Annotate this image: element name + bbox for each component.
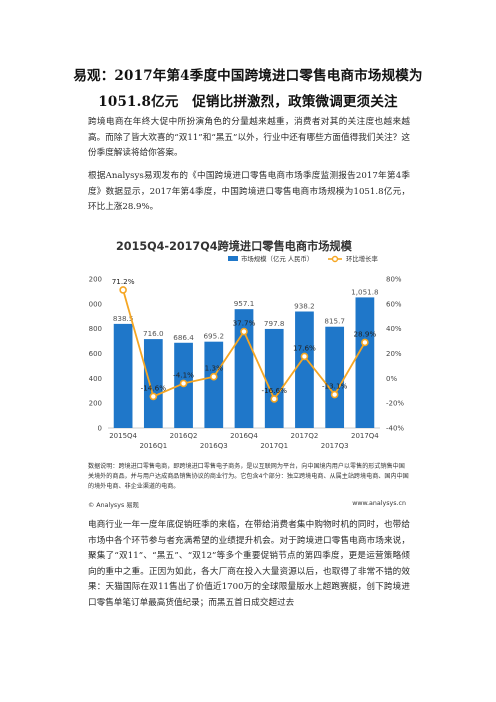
chart-canvas: 2015Q4-2017Q4跨境进口零售电商市场规模 市场规模（亿元 人民币） 环…	[88, 239, 404, 450]
growth-point-2016Q2	[179, 379, 188, 388]
y-right-tick-label: 60%	[386, 300, 402, 308]
y-left-tick-label: 600	[89, 350, 102, 358]
chart-title: 2015Q4-2017Q4跨境进口零售电商市场规模	[116, 239, 353, 253]
growth-point-2016Q3	[209, 372, 218, 381]
bar-value-label: 838.5	[113, 314, 134, 323]
x-tick-label: 2016Q1	[139, 442, 167, 450]
y-left-tick-label: 200	[89, 400, 102, 408]
bar-2016Q3	[204, 341, 224, 428]
bar-2017Q1	[264, 328, 284, 428]
bar-value-label: 686.4	[173, 333, 194, 342]
y-left-tick-label: 1,200	[88, 276, 102, 284]
y-left-tick-label: 400	[89, 375, 102, 383]
y-right-tick-label: 20%	[386, 350, 402, 358]
bar-2016Q1	[143, 339, 163, 428]
y-right-tick-label: -40%	[386, 425, 404, 433]
growth-value-label: 17.6%	[293, 343, 316, 352]
paragraph-intro: 跨境电商在年终大促中所扮演角色的分量越来越重，消费者对其的关注度也越来越高。而除…	[88, 117, 410, 159]
growth-value-label: -4.1%	[173, 370, 194, 379]
growth-point-2017Q1	[270, 395, 279, 403]
legend-line-marker	[331, 255, 339, 263]
growth-point-2016Q4	[240, 327, 248, 336]
legend-bar-label: 市场规模（亿元 人民币）	[241, 254, 313, 263]
bar-value-label: 957.1	[234, 299, 255, 308]
market-size-chart: 2015Q4-2017Q4跨境进口零售电商市场规模 市场规模（亿元 人民币） 环…	[88, 229, 410, 519]
bar-2017Q2	[295, 311, 314, 428]
paragraph-report: 根据Analysys易观发布的《中国跨境进口零售电商市场季度监测报告2017年第…	[88, 171, 410, 213]
growth-value-label: 28.9%	[353, 329, 376, 338]
y-left-tick-label: 800	[89, 325, 102, 333]
legend-bar-swatch	[228, 256, 238, 261]
bar-value-label: 815.7	[324, 317, 345, 326]
y-right-tick-label: -20%	[386, 400, 404, 408]
x-tick-label: 2017Q3	[321, 442, 349, 450]
paragraph-analysis: 电商行业一年一度年底促销旺季的来临，在带给消费者集中购物时机的同时，也带给市场中…	[88, 520, 410, 608]
growth-point-2017Q4	[361, 338, 369, 347]
growth-point-2017Q2	[300, 352, 309, 361]
bar-value-label: 938.2	[294, 302, 315, 311]
legend-line-label: 环比增长率	[346, 254, 379, 263]
y-right-tick-label: 0%	[386, 375, 397, 383]
article-title-line1: 易观：2017年第4季度中国跨境进口零售电商市场规模为	[73, 68, 423, 84]
growth-value-label: -16.6%	[262, 386, 288, 395]
growth-value-label: -13.1%	[322, 382, 348, 391]
growth-value-label: 71.2%	[112, 277, 135, 286]
growth-point-2017Q3	[330, 390, 339, 399]
y-left-tick-label: 1,000	[88, 300, 102, 308]
growth-point-2015Q4	[119, 286, 127, 294]
chart-data-note: 数据说明：跨境进口零售电商，即跨境进口零售电子商务，是以互联网为平台，向中国境内…	[88, 463, 409, 490]
bar-value-label: 695.2	[203, 332, 224, 341]
y-right-tick-label: 40%	[386, 325, 402, 333]
x-tick-label: 2016Q3	[200, 442, 228, 450]
x-tick-label: 2015Q4	[109, 432, 137, 440]
bar-2015Q4	[113, 323, 133, 428]
x-tick-label: 2017Q2	[291, 432, 319, 440]
growth-value-label: 1.3%	[205, 364, 223, 373]
analysys-website: www.analysys.cn	[352, 500, 406, 507]
bar-value-label: 1,051.8	[351, 287, 379, 296]
x-tick-label: 2017Q1	[260, 442, 288, 450]
y-right-tick-label: 80%	[386, 276, 402, 284]
analysys-logo-text: © Analysys 易观	[88, 502, 139, 509]
growth-value-label: -14.6%	[141, 383, 167, 392]
bar-value-label: 797.8	[264, 319, 285, 328]
y-left-tick-label: 0	[98, 425, 102, 433]
x-tick-label: 2016Q2	[170, 432, 198, 440]
article-title-line2: 1051.8亿元 促销比拼激烈，政策微调更须关注	[98, 94, 398, 110]
x-tick-label: 2016Q4	[230, 432, 258, 440]
chart-legend: 市场规模（亿元 人民币） 环比增长率	[228, 254, 379, 263]
bar-value-label: 716.0	[143, 329, 164, 338]
bar-2017Q4	[355, 297, 375, 428]
x-tick-label: 2017Q4	[351, 432, 379, 440]
growth-value-label: 37.7%	[233, 319, 256, 328]
growth-point-2016Q1	[149, 392, 158, 401]
bar-2017Q3	[325, 326, 345, 428]
